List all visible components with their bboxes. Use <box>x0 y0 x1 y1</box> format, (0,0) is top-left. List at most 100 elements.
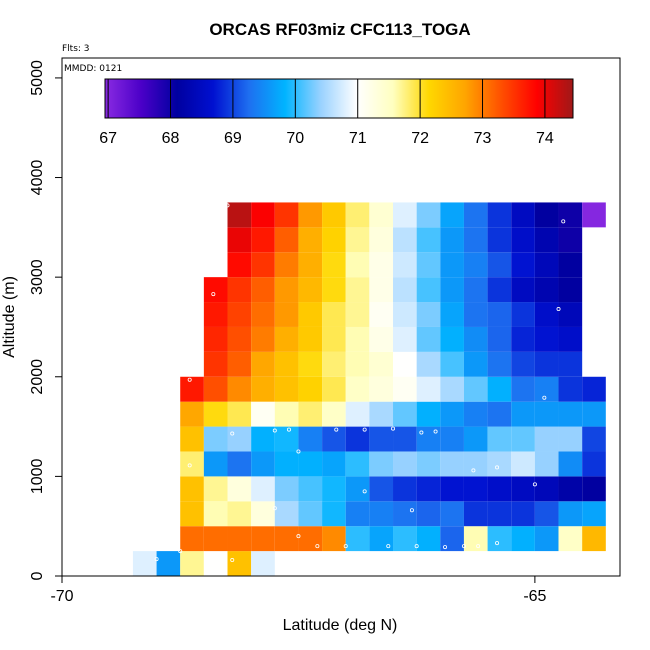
heatmap-cell <box>558 202 583 228</box>
heatmap-cell <box>251 401 275 427</box>
heatmap-cell <box>274 351 299 377</box>
heatmap-cell <box>345 202 370 228</box>
heatmap-cell <box>487 202 512 228</box>
heatmap-cell <box>251 551 275 576</box>
heatmap-cell <box>534 227 559 253</box>
heatmap-cell <box>416 302 441 327</box>
sample-point <box>542 395 547 400</box>
heatmap-cell <box>416 227 441 253</box>
heatmap-cell <box>440 326 464 352</box>
heatmap-cell <box>487 252 512 278</box>
heatmap-cell <box>298 501 323 527</box>
heatmap-cell <box>203 401 228 427</box>
heatmap-cell <box>274 501 299 527</box>
heatmap-cell <box>227 476 252 502</box>
heatmap-cell <box>487 451 512 477</box>
heatmap-cell <box>227 376 252 402</box>
heatmap-cell <box>156 551 181 576</box>
heatmap-cell <box>345 277 370 303</box>
sample-point <box>230 431 235 436</box>
heatmap-cell <box>251 277 275 303</box>
heatmap-cell <box>203 302 228 327</box>
y-tick-label: 5000 <box>29 60 46 96</box>
colorbar-tick-label: 73 <box>474 130 492 147</box>
heatmap-cell <box>393 302 417 327</box>
heatmap-cell <box>463 277 488 303</box>
sample-point <box>414 544 419 549</box>
heatmap-cell <box>416 351 441 377</box>
heatmap-cell <box>345 501 370 527</box>
heatmap-cell <box>274 451 299 477</box>
y-tick-label: 2000 <box>29 359 46 395</box>
sample-point <box>154 557 159 562</box>
heatmap-cell <box>322 476 346 502</box>
colorbar-tick-label: 71 <box>349 130 367 147</box>
heatmap-cell <box>274 302 299 327</box>
heatmap-cell <box>345 476 370 502</box>
heatmap-cell <box>463 451 488 477</box>
heatmap-cell <box>251 451 275 477</box>
heatmap-cell <box>582 476 606 502</box>
heatmap-cell <box>180 551 204 576</box>
heatmap-cell <box>534 451 559 477</box>
heatmap-cell <box>322 526 346 552</box>
heatmap-cell <box>558 426 583 452</box>
heatmap-cell <box>463 202 488 228</box>
heatmap-cell <box>251 526 275 552</box>
heatmap-cell <box>298 252 323 278</box>
heatmap-cell <box>416 501 441 527</box>
flights-note: Flts: 3 <box>62 44 90 54</box>
heatmap-cell <box>345 526 370 552</box>
heatmap-cell <box>487 476 512 502</box>
heatmap-cell <box>416 252 441 278</box>
heatmap-cell <box>180 426 204 452</box>
heatmap-cell <box>393 476 417 502</box>
heatmap-cell <box>534 252 559 278</box>
colorbar-tick-label: 70 <box>286 130 304 147</box>
heatmap-cell <box>251 202 275 228</box>
heatmap-cell <box>487 376 512 402</box>
sample-point <box>362 427 367 432</box>
heatmap-cell <box>558 476 583 502</box>
sample-point <box>471 468 476 473</box>
heatmap-cell <box>203 351 228 377</box>
heatmap-cell <box>274 376 299 402</box>
sample-point <box>211 292 216 297</box>
heatmap-cell <box>416 451 441 477</box>
heatmap-cell <box>322 501 346 527</box>
heatmap-cell <box>274 426 299 452</box>
heatmap-cell <box>274 227 299 253</box>
heatmap-cell <box>463 376 488 402</box>
heatmap-cell <box>369 277 394 303</box>
heatmap-cell <box>393 526 417 552</box>
heatmap-cell <box>203 326 228 352</box>
heatmap-cell <box>393 376 417 402</box>
heatmap-cell <box>369 426 394 452</box>
colorbar-tick-label: 68 <box>162 130 180 147</box>
heatmap-cell <box>558 451 583 477</box>
heatmap-cell <box>416 277 441 303</box>
heatmap-cell <box>322 351 346 377</box>
colorbar: 67 68 69 70 71 72 73 74 <box>99 78 574 147</box>
heatmap-cell <box>322 401 346 427</box>
heatmap-cell <box>180 526 204 552</box>
heatmap-cell <box>227 302 252 327</box>
x-axis-label: Latitude (deg N) <box>283 617 398 634</box>
sample-point <box>561 219 566 224</box>
sample-point <box>495 465 500 470</box>
heatmap-cell <box>511 401 535 427</box>
heatmap-cell <box>227 351 252 377</box>
heatmap-cell <box>274 252 299 278</box>
heatmap-cell <box>345 351 370 377</box>
heatmap-cell <box>227 501 252 527</box>
heatmap-cell <box>487 227 512 253</box>
sample-point <box>272 428 277 433</box>
heatmap-cell <box>558 326 583 352</box>
sample-point <box>178 549 183 554</box>
heatmap-cell <box>251 326 275 352</box>
heatmap-cell <box>274 526 299 552</box>
heatmap-cell <box>322 202 346 228</box>
heatmap-cell <box>322 227 346 253</box>
heatmap-cell <box>558 277 583 303</box>
heatmap-cell <box>298 277 323 303</box>
